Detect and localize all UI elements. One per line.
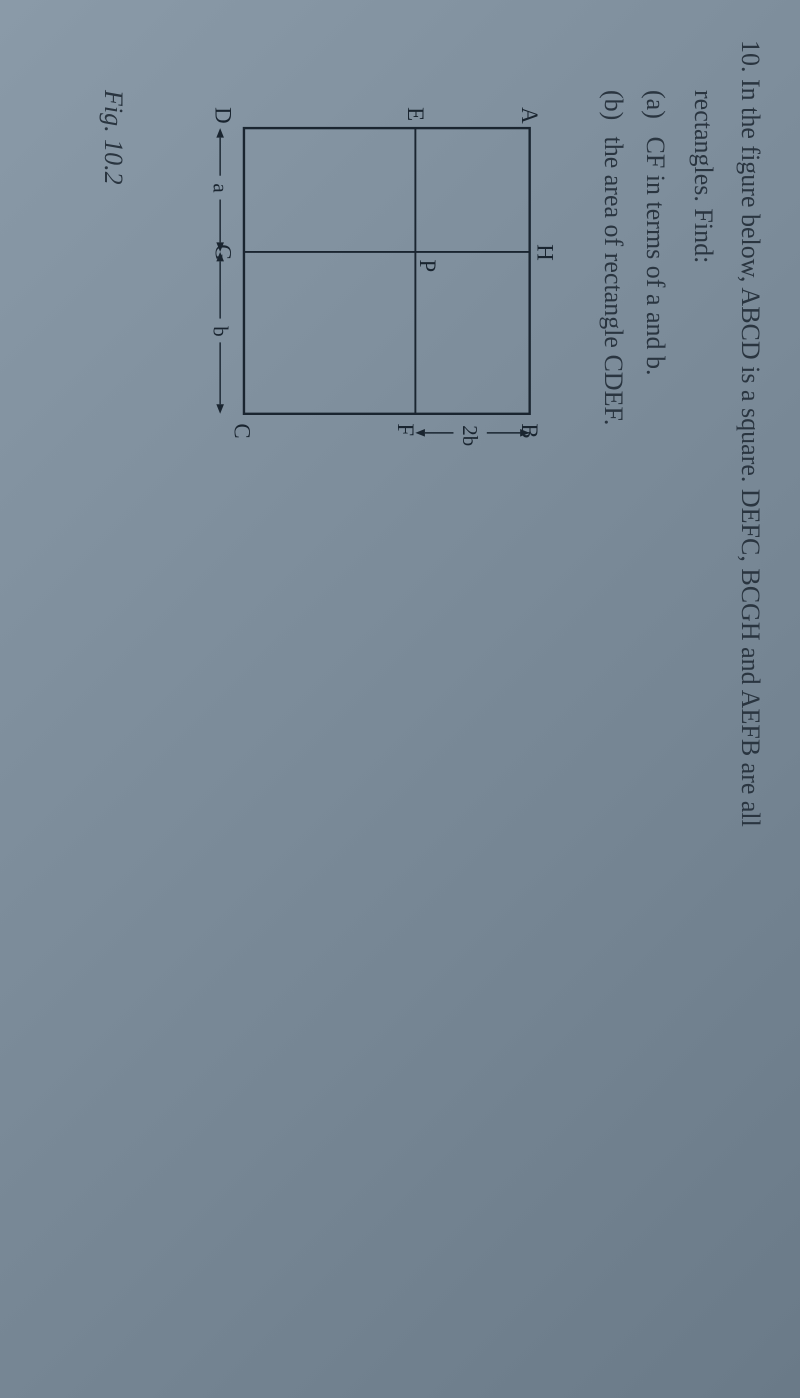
figure-caption: Fig. 10.2 <box>98 90 128 1358</box>
label-d: D <box>210 107 235 124</box>
label-p: P <box>415 260 440 273</box>
question-continuation: rectangles. Find: <box>684 40 723 1358</box>
dimension-dg: a <box>208 128 232 252</box>
label-a-dim: a <box>208 183 232 192</box>
label-f: F <box>393 423 418 436</box>
part-b-text: the area of rectangle CDEF. <box>599 137 628 426</box>
part-a-label: (a) <box>634 90 676 130</box>
dimension-gc: b <box>208 252 232 414</box>
figure-container: A B C D E F G H P 2b a <box>143 90 563 490</box>
question-number: 10. <box>736 40 765 73</box>
square-abcd <box>244 128 530 414</box>
part-a-text: CF in terms of a and b. <box>641 137 670 376</box>
page-content: 10. In the figure below, ABCD is a squar… <box>0 0 800 1398</box>
part-b-label: (b) <box>593 90 635 130</box>
label-h: H <box>532 244 557 261</box>
label-b-dim: b <box>208 326 232 336</box>
geometry-diagram: A B C D E F G H P 2b a <box>163 90 563 490</box>
label-2b: 2b <box>458 425 482 446</box>
question-text-line1: In the figure below, ABCD is a square. D… <box>736 79 765 827</box>
question-main: 10. In the figure below, ABCD is a squar… <box>731 40 770 1358</box>
label-c: C <box>229 423 254 438</box>
sub-question-b: (b) the area of rectangle CDEF. <box>593 40 635 1358</box>
label-a: A <box>517 107 542 124</box>
label-e: E <box>403 107 428 121</box>
label-g: G <box>210 244 235 261</box>
sub-question-a: (a) CF in terms of a and b. <box>634 40 676 1358</box>
dimension-bf: 2b <box>415 425 529 446</box>
